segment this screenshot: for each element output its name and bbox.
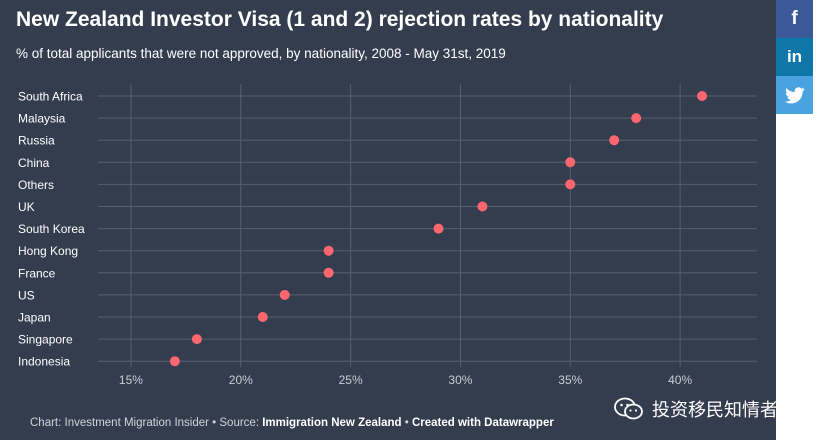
footer-credit[interactable]: Created with Datawrapper (411, 417, 554, 429)
category-label: Malaysia (18, 112, 66, 126)
x-tick-label: 25% (339, 373, 363, 387)
category-label: US (18, 288, 35, 302)
data-point[interactable] (565, 179, 576, 190)
category-label: Japan (18, 311, 51, 325)
dot-plot: 15% 20% 25% 30% 35% 40% South Africa Malaysia Ru… (18, 84, 757, 387)
data-point[interactable] (191, 334, 202, 345)
x-tick-label: 35% (558, 373, 582, 387)
data-point[interactable] (323, 267, 334, 278)
category-label: Others (18, 178, 54, 192)
wechat-watermark: 投资移民知情者 (614, 396, 778, 422)
x-tick-label: 20% (229, 373, 253, 387)
category-label: France (18, 266, 56, 280)
data-point[interactable] (257, 312, 268, 322)
chart-card: New Zealand Investor Visa (1 and 2) reje… (0, 0, 776, 440)
footer-prefix: Chart: Investment Migration Insider • So… (30, 417, 263, 429)
data-point[interactable] (433, 223, 444, 234)
category-label: South Korea (18, 222, 85, 236)
x-tick-label: 40% (668, 373, 692, 387)
data-point[interactable] (279, 289, 290, 300)
wechat-icon (614, 397, 643, 420)
data-point[interactable] (697, 91, 708, 101)
data-point[interactable] (477, 201, 488, 212)
x-tick-label: 15% (119, 373, 143, 387)
data-point[interactable] (609, 135, 620, 146)
category-label: Hong Kong (18, 244, 78, 258)
footer-separator: • (401, 417, 412, 429)
data-point[interactable] (631, 113, 642, 124)
linkedin-share-button[interactable]: in (776, 38, 813, 76)
chart-title: New Zealand Investor Visa (1 and 2) reje… (16, 8, 664, 31)
twitter-icon (784, 86, 805, 103)
category-label: Singapore (18, 333, 73, 347)
facebook-share-button[interactable]: f (776, 0, 813, 38)
data-point[interactable] (323, 245, 334, 256)
linkedin-icon: in (786, 47, 803, 66)
category-label: South Africa (18, 90, 83, 104)
facebook-icon: f (791, 8, 798, 29)
category-label: China (18, 156, 50, 170)
data-point[interactable] (565, 157, 576, 168)
twitter-share-button[interactable] (776, 76, 813, 114)
wechat-account-name: 投资移民知情者 (652, 400, 778, 420)
category-label: Indonesia (18, 355, 70, 369)
footer-source[interactable]: Immigration New Zealand (262, 417, 402, 429)
category-label: UK (18, 200, 35, 214)
data-point[interactable] (169, 356, 180, 367)
chart-footer: Chart: Investment Migration Insider • So… (30, 417, 554, 429)
chart-subtitle: % of total applicants that were not appr… (16, 46, 506, 61)
x-tick-label: 30% (448, 373, 472, 387)
category-label: Russia (18, 134, 55, 148)
